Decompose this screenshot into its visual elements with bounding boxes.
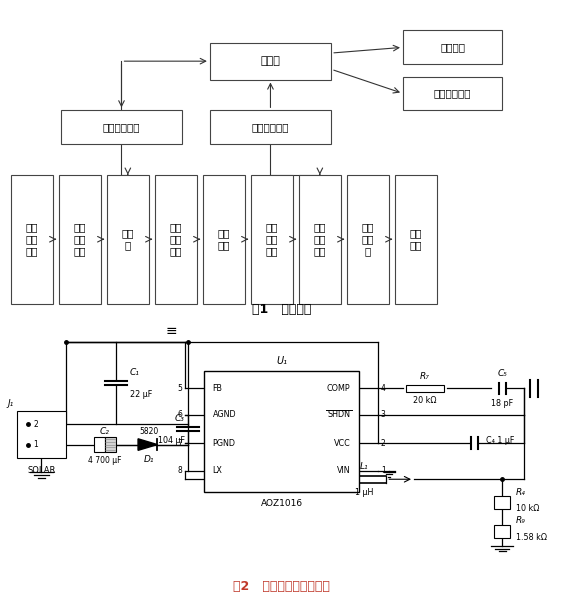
Bar [17,411,66,458]
Text: R₉: R₉ [516,517,526,526]
Text: 18 pF: 18 pF [491,399,513,408]
Text: 10 kΩ: 10 kΩ [516,504,539,513]
Text: 3: 3 [381,411,386,419]
Text: R₄: R₄ [516,488,526,497]
Text: 电压采集模块: 电压采集模块 [252,122,289,132]
Text: 太阳
能电
池板: 太阳 能电 池板 [25,222,38,256]
Bar [155,175,196,303]
Text: FB: FB [213,384,222,393]
Text: VIN: VIN [337,466,350,475]
Text: 无线
电力
发射: 无线 电力 发射 [169,222,182,256]
Text: C₃: C₃ [175,414,185,423]
Bar [405,385,444,392]
Text: 4 700 μF: 4 700 μF [88,456,122,465]
Text: 无线
电力
接收: 无线 电力 接收 [266,222,278,256]
Bar [299,175,341,303]
Text: SHDN: SHDN [328,411,350,419]
Text: 6: 6 [177,411,182,419]
Text: R₇: R₇ [420,372,430,381]
Text: 耦合
线圈: 耦合 线圈 [217,228,230,250]
Bar [251,175,293,303]
Text: AGND: AGND [213,411,236,419]
Bar [403,31,502,64]
Text: SOLAR: SOLAR [28,466,56,475]
Text: 蓄电
池: 蓄电 池 [122,228,134,250]
Text: L₁: L₁ [360,462,369,471]
Text: 滤波
稳压
电路: 滤波 稳压 电路 [314,222,326,256]
Text: D₁: D₁ [144,455,154,464]
Text: 2: 2 [33,420,38,429]
Text: C₅: C₅ [497,369,507,378]
Bar [494,496,511,509]
Text: 20 kΩ: 20 kΩ [413,396,437,405]
Text: 图2   太阳能降压稳压电路: 图2 太阳能降压稳压电路 [233,580,330,594]
Text: 单片机: 单片机 [261,56,280,66]
Text: 8: 8 [177,466,182,475]
Text: 2: 2 [381,438,386,447]
Text: 1.58 kΩ: 1.58 kΩ [516,533,547,542]
Text: 1 μH: 1 μH [355,488,373,497]
Text: 104 μF: 104 μF [158,436,185,445]
Text: ≡: ≡ [166,324,177,338]
Text: 1: 1 [33,440,38,449]
Text: 4: 4 [381,384,386,393]
Bar [204,371,359,492]
Bar [59,175,101,303]
Bar [494,525,511,538]
Text: J₁: J₁ [8,399,14,408]
Bar [94,437,105,452]
Text: C₁: C₁ [129,368,140,377]
Text: PGND: PGND [213,438,235,447]
Bar [203,175,244,303]
Bar [105,437,116,452]
Bar [210,43,331,79]
Bar [61,110,182,144]
Text: COMP: COMP [327,384,350,393]
Text: 图1   设计框图: 图1 设计框图 [252,303,311,316]
Text: U₁: U₁ [276,356,287,367]
Text: AOZ1016: AOZ1016 [261,500,302,509]
Text: 5820: 5820 [140,427,159,436]
Text: 报警模块: 报警模块 [440,42,465,52]
Polygon shape [138,439,157,450]
Bar [210,110,331,144]
Bar [403,76,502,110]
Text: 7: 7 [177,438,182,447]
Text: 充电
器接
口: 充电 器接 口 [361,222,374,256]
Bar [347,175,388,303]
Text: C₂: C₂ [100,427,110,436]
Text: 22 μF: 22 μF [129,390,152,399]
Text: 降压
稳压
电路: 降压 稳压 电路 [74,222,86,256]
Text: 液晶显示模块: 液晶显示模块 [434,88,471,98]
Text: 1: 1 [381,466,386,475]
Text: LX: LX [213,466,222,475]
Bar [107,175,149,303]
Text: 手机
设备: 手机 设备 [410,228,422,250]
Text: 5: 5 [177,384,182,393]
Bar [11,175,52,303]
Text: 充电保护模块: 充电保护模块 [102,122,140,132]
Text: VCC: VCC [334,438,350,447]
Bar [395,175,436,303]
Text: C₄ 1 μF: C₄ 1 μF [486,436,514,445]
